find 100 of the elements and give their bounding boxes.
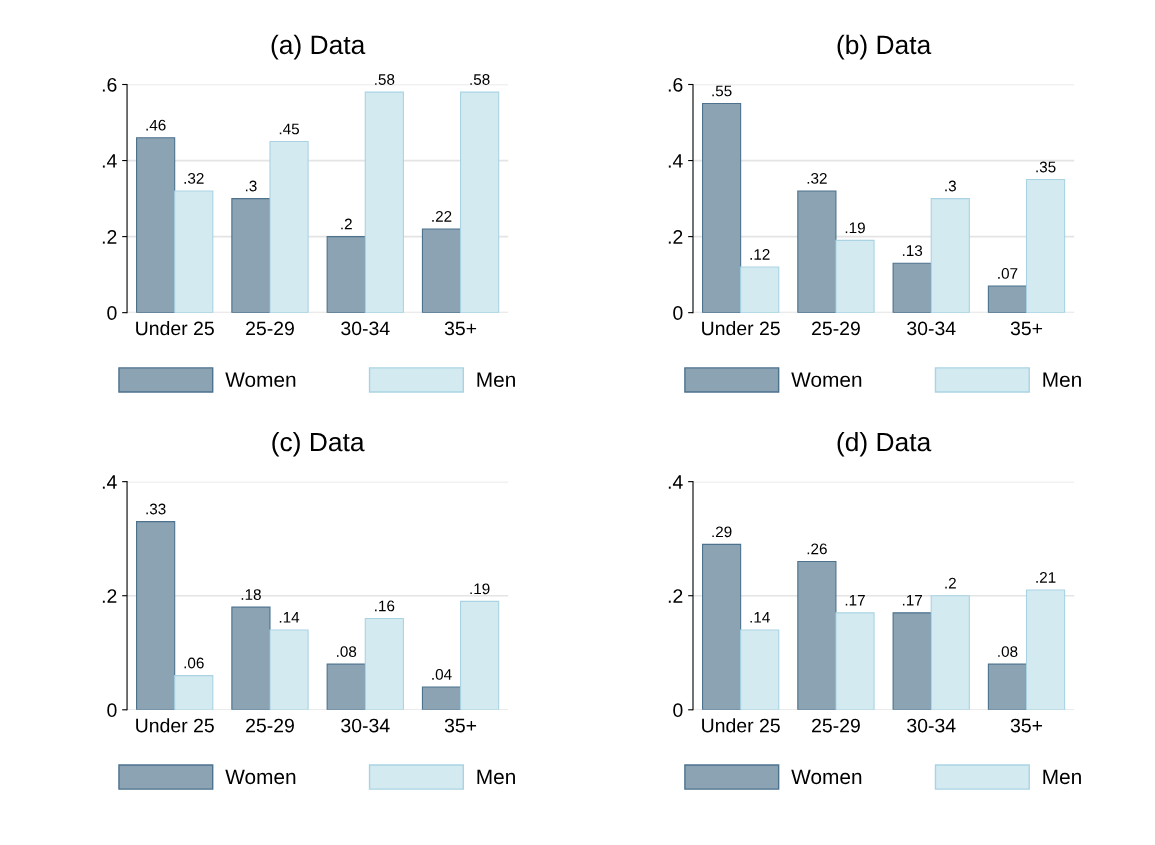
data-label: .19 (470, 583, 490, 595)
data-label: .55 (712, 85, 732, 97)
bar (460, 600, 500, 710)
bar (1025, 179, 1066, 313)
data-label: .2 (341, 218, 352, 230)
bar (231, 606, 271, 710)
x-tick-label: Under 25 (136, 320, 214, 336)
data-label: .06 (184, 657, 204, 669)
data-label: .18 (241, 589, 261, 600)
x-tick-label: 25-29 (812, 321, 860, 336)
y-tick-label: .4 (668, 154, 683, 168)
bar (797, 190, 837, 313)
bar (892, 612, 932, 710)
data-label: .3 (245, 180, 257, 192)
bar (835, 239, 875, 313)
bar (701, 543, 742, 710)
bar (987, 285, 1028, 313)
y-tick-label: .2 (102, 589, 117, 603)
x-tick-label: 25-29 (246, 718, 294, 733)
y-tick-label: 0 (673, 306, 683, 320)
data-label: .58 (375, 74, 395, 85)
bar (136, 521, 176, 710)
y-tick-label: .4 (668, 475, 683, 489)
data-label: .19 (845, 222, 865, 234)
x-tick-label: 30-34 (907, 321, 956, 336)
legend-label: Women (225, 769, 296, 785)
bar (421, 228, 462, 313)
y-tick-label: .6 (102, 77, 117, 92)
bar (326, 663, 366, 710)
bar (987, 663, 1028, 710)
y-tick-label: .2 (102, 230, 117, 244)
x-tick-label: 25-29 (812, 718, 860, 733)
bar (835, 612, 875, 710)
bar (930, 198, 970, 313)
data-label: .07 (998, 268, 1018, 279)
data-label: .45 (279, 123, 300, 135)
chart-title: (a) Data (271, 34, 366, 60)
x-tick-label: 35+ (444, 321, 477, 336)
x-tick-label: Under 25 (702, 718, 780, 733)
data-label: .08 (998, 646, 1018, 657)
x-tick-label: 30-34 (907, 718, 956, 733)
y-tick-label: .4 (102, 154, 117, 168)
data-label: .04 (432, 668, 452, 680)
data-label: .16 (375, 600, 395, 612)
y-tick-label: .2 (668, 589, 683, 603)
bar (364, 617, 404, 710)
bar (892, 262, 932, 313)
bar (231, 198, 271, 313)
data-label: .58 (470, 74, 490, 85)
data-label: .08 (336, 646, 357, 657)
bar (269, 629, 309, 710)
legend-label: Men (1043, 372, 1081, 388)
data-label: .12 (750, 249, 770, 260)
data-label: .17 (902, 594, 923, 606)
data-label: .14 (279, 612, 300, 623)
x-tick-label: 35+ (444, 718, 477, 733)
legend-label: Women (225, 372, 296, 388)
legend-label: Men (477, 372, 515, 388)
chart-title: (c) Data (272, 431, 365, 457)
bar (460, 91, 500, 313)
bar (930, 595, 970, 710)
data-label: .32 (807, 172, 827, 184)
data-label: .26 (807, 543, 827, 555)
data-label: .2 (945, 577, 956, 589)
bar (326, 236, 366, 313)
y-tick-label: .4 (102, 475, 117, 489)
y-tick-label: 0 (107, 306, 117, 320)
legend-label: Men (477, 769, 515, 785)
data-label: .22 (432, 210, 452, 222)
data-label: .13 (902, 245, 923, 257)
data-label: .32 (184, 172, 204, 184)
x-tick-label: Under 25 (702, 320, 780, 336)
y-tick-label: 0 (107, 703, 117, 718)
bar (174, 190, 214, 313)
x-tick-label: 25-29 (246, 321, 294, 336)
bar (701, 102, 742, 313)
bar (136, 137, 176, 313)
x-tick-label: 30-34 (341, 718, 390, 733)
bar (364, 91, 404, 313)
x-tick-label: Under 25 (136, 718, 214, 733)
data-label: .21 (1036, 572, 1056, 583)
y-tick-label: .6 (668, 77, 683, 92)
data-label: .29 (712, 526, 732, 538)
data-label: .14 (750, 612, 770, 623)
x-tick-label: 35+ (1010, 321, 1043, 336)
legend-label: Men (1043, 769, 1081, 785)
bar (740, 266, 780, 313)
data-label: .17 (845, 594, 865, 606)
x-tick-label: 35+ (1010, 718, 1043, 733)
bar (421, 686, 462, 710)
bar (174, 675, 214, 710)
text: Women (791, 769, 862, 785)
data-label: .35 (1036, 161, 1056, 173)
bar (797, 560, 837, 710)
y-tick-label: 0 (673, 703, 683, 718)
data-label: .33 (146, 503, 166, 515)
data-label: .46 (146, 119, 166, 131)
bar (740, 629, 780, 710)
chart-title: (d) Data (837, 431, 932, 457)
bar (269, 140, 309, 313)
